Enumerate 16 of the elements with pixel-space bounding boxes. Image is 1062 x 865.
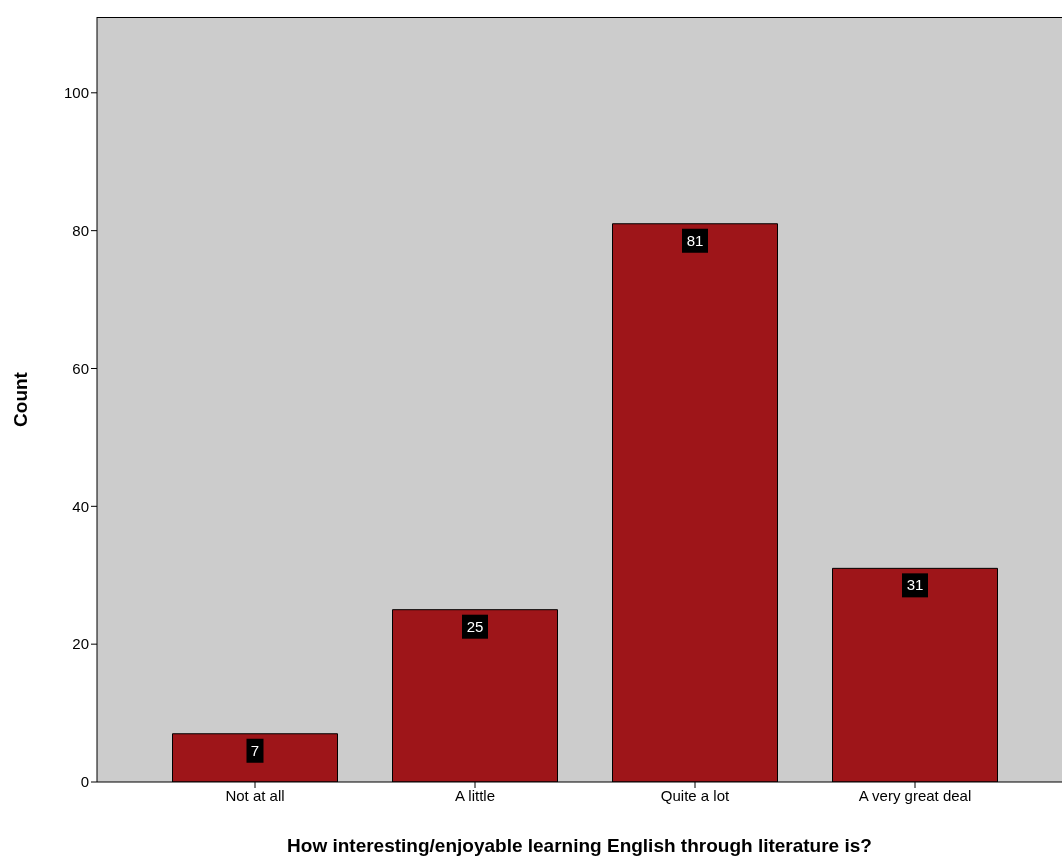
x-tick-label: Quite a lot (660, 786, 731, 804)
y-tick-label: 20 (72, 635, 89, 653)
data-label: 7 (250, 741, 260, 759)
y-tick-label: 60 (72, 359, 89, 377)
x-tick-label: Not at all (225, 786, 285, 804)
x-tick-label: A little (454, 786, 496, 804)
y-tick-label: 40 (72, 497, 89, 515)
y-axis-title: Count (9, 371, 31, 427)
data-label: 25 (466, 617, 484, 635)
x-axis-title: How interesting/enjoyable learning English through literature is? (287, 835, 872, 856)
data-label: 81 (686, 231, 704, 249)
x-tick-label: A very great deal (858, 786, 972, 804)
y-tick-label: 0 (80, 773, 89, 791)
data-label: 31 (906, 576, 924, 594)
y-tick-label: 80 (72, 221, 89, 239)
y-tick-label: 100 (63, 84, 89, 102)
